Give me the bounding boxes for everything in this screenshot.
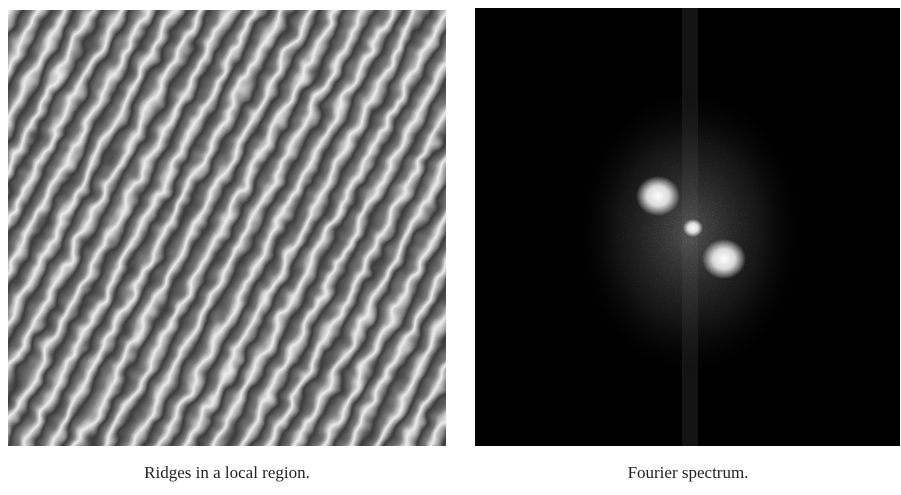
caption: Fourier spectrum. bbox=[628, 463, 749, 482]
spectrum-image bbox=[475, 8, 900, 446]
figure: Ridges in a local region. Fourier spectr… bbox=[0, 0, 901, 495]
ridge-image bbox=[0, 0, 480, 480]
page: Ridges in a local region. Fourier spectr… bbox=[0, 0, 901, 495]
caption: Ridges in a local region. bbox=[144, 463, 310, 482]
